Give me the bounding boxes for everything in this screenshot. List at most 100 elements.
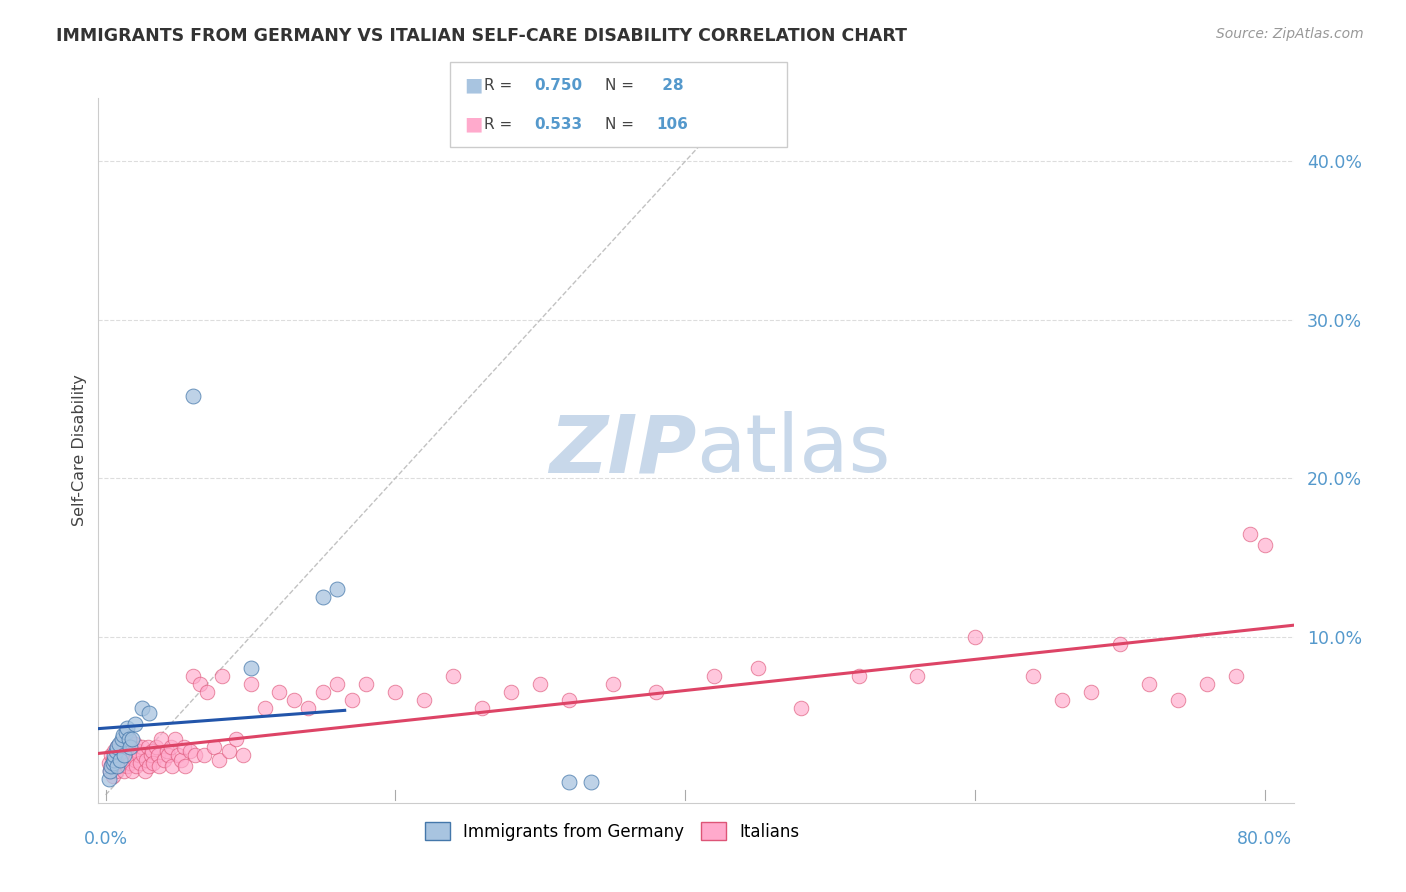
Point <box>208 753 231 767</box>
Point <box>103 748 125 763</box>
Point <box>108 753 131 767</box>
Point <box>118 748 141 763</box>
Point <box>173 740 195 755</box>
Text: ZIP: ZIP <box>548 411 696 490</box>
Point <box>167 748 190 763</box>
Point <box>97 772 120 786</box>
Point <box>1050 693 1073 707</box>
Point <box>128 748 150 763</box>
Point <box>124 716 146 731</box>
Point <box>124 753 146 767</box>
Point <box>100 759 122 773</box>
Point <box>118 732 141 747</box>
Point <box>141 743 163 757</box>
Text: R =: R = <box>484 78 517 93</box>
Point <box>297 700 319 714</box>
Point <box>97 756 120 771</box>
Text: N =: N = <box>605 78 638 93</box>
Point <box>239 661 262 675</box>
Point <box>98 764 121 778</box>
Point <box>107 748 129 763</box>
Point <box>963 630 986 644</box>
Point <box>103 753 125 767</box>
Point <box>101 753 124 767</box>
Point <box>100 748 122 763</box>
Point <box>117 722 139 736</box>
Point <box>131 700 153 714</box>
Point <box>139 748 162 763</box>
Point <box>181 389 204 403</box>
Point <box>129 756 152 771</box>
Point <box>121 732 143 747</box>
Point <box>121 740 143 755</box>
Point <box>135 753 157 767</box>
Text: Source: ZipAtlas.com: Source: ZipAtlas.com <box>1216 27 1364 41</box>
Point <box>136 740 159 755</box>
Point <box>105 756 128 771</box>
Point <box>211 669 233 683</box>
Text: R =: R = <box>484 117 517 132</box>
Point <box>108 737 131 751</box>
Y-axis label: Self-Care Disability: Self-Care Disability <box>72 375 87 526</box>
Point <box>142 756 165 771</box>
Text: 0.0%: 0.0% <box>83 830 128 847</box>
Text: atlas: atlas <box>696 411 890 490</box>
Point <box>160 740 183 755</box>
Point <box>181 669 204 683</box>
Point <box>101 769 124 783</box>
Point <box>117 743 139 757</box>
Point <box>790 700 813 714</box>
Point <box>170 753 193 767</box>
Point <box>848 669 870 683</box>
Point <box>132 748 155 763</box>
Point <box>134 764 156 778</box>
Point <box>471 700 494 714</box>
Point <box>1239 526 1261 541</box>
Point <box>179 743 201 757</box>
Point <box>558 693 581 707</box>
Point <box>146 748 169 763</box>
Point <box>1022 669 1045 683</box>
Point <box>1195 677 1218 691</box>
Point <box>108 753 131 767</box>
Point <box>138 759 160 773</box>
Point <box>104 764 127 778</box>
Text: ■: ■ <box>464 115 482 134</box>
Text: 0.750: 0.750 <box>534 78 582 93</box>
Point <box>138 706 160 720</box>
Point <box>340 693 363 707</box>
Point <box>269 685 291 699</box>
Point <box>602 677 624 691</box>
Point <box>120 756 142 771</box>
Point <box>193 748 215 763</box>
Point <box>104 748 127 763</box>
Point <box>165 732 187 747</box>
Point <box>218 743 240 757</box>
Point <box>107 737 129 751</box>
Point <box>125 759 148 773</box>
Point <box>356 677 378 691</box>
Text: 0.533: 0.533 <box>534 117 582 132</box>
Point <box>312 685 335 699</box>
Point <box>529 677 551 691</box>
Point <box>104 743 127 757</box>
Point <box>107 759 129 773</box>
Point <box>110 732 132 747</box>
Point <box>1108 637 1130 651</box>
Point <box>579 775 602 789</box>
Point <box>98 764 121 778</box>
Point <box>1253 538 1275 552</box>
Point <box>558 775 581 789</box>
Point <box>239 677 262 691</box>
Point <box>1080 685 1102 699</box>
Point <box>114 740 136 755</box>
Point <box>145 740 167 755</box>
Point <box>127 743 149 757</box>
Point <box>188 677 211 691</box>
Point <box>118 732 141 747</box>
Point <box>115 724 138 739</box>
Point <box>312 590 335 604</box>
Point <box>103 759 125 773</box>
Point <box>110 743 132 757</box>
Point <box>115 753 138 767</box>
